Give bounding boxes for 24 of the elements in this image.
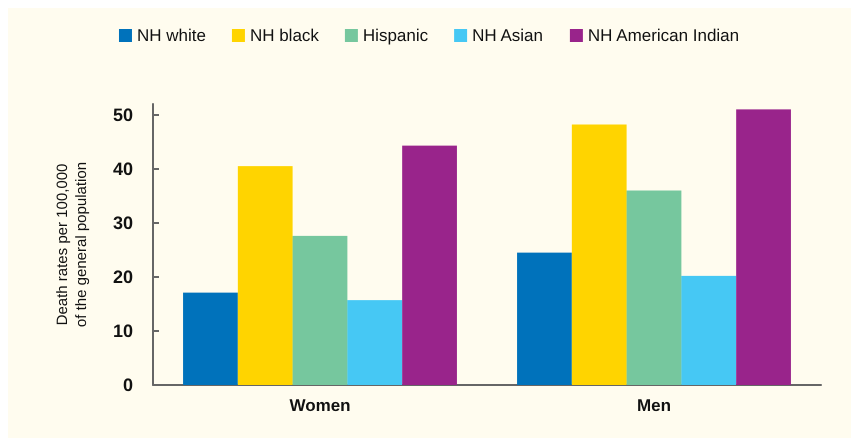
bar bbox=[347, 300, 402, 385]
legend-label: NH white bbox=[136, 26, 206, 45]
bar bbox=[292, 236, 348, 385]
bar bbox=[238, 166, 293, 385]
y-tick-label: 50 bbox=[112, 104, 133, 125]
x-tick-label: Men bbox=[637, 396, 671, 415]
legend-label: NH Asian bbox=[472, 26, 543, 45]
legend-label: Hispanic bbox=[362, 26, 429, 45]
bar bbox=[402, 146, 457, 385]
y-tick-label: 10 bbox=[112, 320, 133, 341]
y-tick-label: 40 bbox=[112, 158, 133, 179]
y-tick-label: 30 bbox=[112, 212, 133, 233]
x-tick-label: Women bbox=[289, 396, 351, 415]
legend-label: NH black bbox=[250, 26, 320, 45]
bar bbox=[681, 276, 736, 385]
bar bbox=[517, 252, 572, 385]
y-tick-label: 0 bbox=[122, 375, 133, 395]
bar bbox=[626, 190, 682, 385]
y-axis-title: Death rates per 100,000 of the general population bbox=[54, 162, 90, 328]
bar bbox=[736, 109, 791, 385]
y-tick-label: 20 bbox=[112, 266, 133, 287]
bar bbox=[572, 124, 627, 385]
legend-label: NH American Indian bbox=[588, 26, 740, 45]
bar bbox=[183, 292, 238, 385]
